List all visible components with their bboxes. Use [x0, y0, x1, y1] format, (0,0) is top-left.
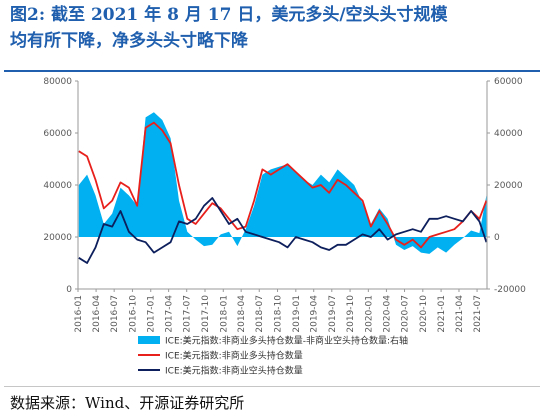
source-divider	[4, 386, 540, 387]
left-tick-label: 20000	[43, 233, 72, 243]
left-tick-label: 0	[66, 285, 72, 295]
x-tick-label: 2020-04	[382, 295, 392, 333]
x-tick-label: 2020-10	[419, 295, 429, 333]
x-tick-label: 2016-10	[128, 295, 138, 333]
right-tick-label: 20000	[494, 181, 523, 191]
left-tick-label: 60000	[43, 129, 72, 139]
legend-label-1: ICE:美元指数:非商业多头持仓数量-非商业空头持仓数量:右轴	[165, 335, 408, 347]
x-tick-label: 2019-10	[346, 295, 356, 333]
short-position-line	[78, 197, 488, 264]
x-tick-label: 2016-01	[74, 295, 84, 333]
x-tick-label: 2020-01	[364, 295, 374, 333]
x-tick-label: 2019-07	[328, 295, 338, 333]
x-tick-label: 2021-07	[473, 295, 483, 333]
x-tick-label: 2020-07	[401, 295, 411, 333]
chart: 0 20000 40000 60000 80000 -20000 0 20000 40000 60…	[43, 77, 526, 377]
x-tick-label: 2017-04	[165, 295, 175, 333]
x-tick-label: 2019-01	[292, 295, 302, 333]
x-tick-label: 2021-01	[437, 295, 447, 333]
line-layer	[78, 121, 488, 264]
x-tick-label: 2018-01	[219, 295, 229, 333]
x-tick-label: 2016-04	[92, 295, 102, 333]
right-tick-label: 60000	[494, 77, 523, 87]
x-tick-label: 2021-04	[455, 295, 465, 333]
legend-swatch-area	[138, 336, 160, 344]
legend: ICE:美元指数:非商业多头持仓数量-非商业空头持仓数量:右轴 ICE:美元指数:…	[138, 335, 408, 377]
x-tick-label: 2018-10	[274, 295, 284, 333]
axis-layer: 0 20000 40000 60000 80000 -20000 0 20000 40000 60…	[43, 77, 526, 333]
x-tick-label: 2018-07	[255, 295, 265, 333]
long-position-line	[78, 121, 488, 249]
figure-title-line2: 均有所下降，净多头头寸略下降	[10, 31, 248, 51]
legend-label-2: ICE:美元指数:非商业多头持仓数量	[165, 350, 303, 362]
figure-title-line1: 图2: 截至 2021 年 8 月 17 日，美元多头/空头头寸规模	[10, 5, 448, 25]
x-tick-label: 2016-07	[110, 295, 120, 333]
x-tick-label: 2019-04	[310, 295, 320, 333]
x-tick-label: 2018-04	[237, 295, 247, 333]
right-tick-label: 40000	[494, 129, 523, 139]
figure-title: 图2: 截至 2021 年 8 月 17 日，美元多头/空头头寸规模 均有所下降…	[10, 2, 538, 54]
left-tick-label: 80000	[43, 77, 72, 87]
x-tick-label: 2017-01	[147, 295, 157, 333]
x-tick-label: 2017-07	[183, 295, 193, 333]
right-tick-label: -20000	[494, 285, 526, 295]
title-divider	[4, 70, 540, 72]
x-tick-label: 2017-10	[201, 295, 211, 333]
right-tick-label: 0	[494, 233, 500, 243]
legend-label-3: ICE:美元指数:非商业空头持仓数量	[165, 365, 303, 377]
left-tick-label: 40000	[43, 181, 72, 191]
source-note: 数据来源：Wind、开源证券研究所	[10, 394, 245, 412]
